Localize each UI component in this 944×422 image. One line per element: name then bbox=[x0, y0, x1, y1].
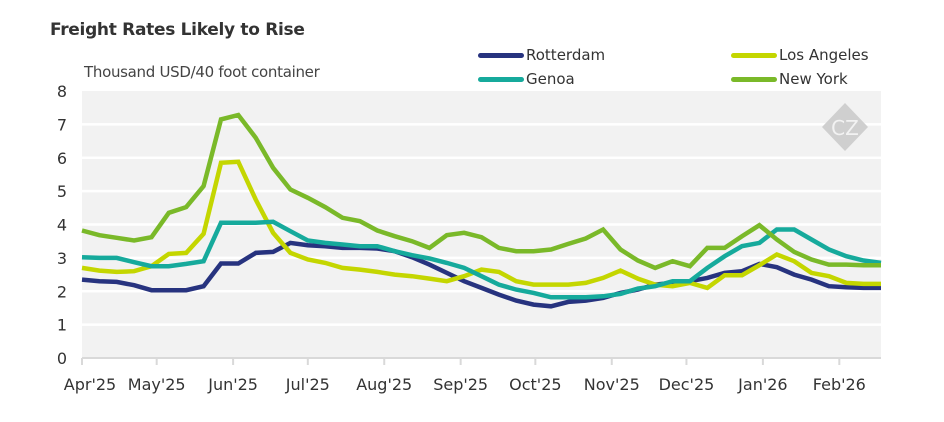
y-tick-label: 3 bbox=[57, 249, 67, 268]
legend-item-rotterdam: Rotterdam bbox=[478, 46, 605, 64]
x-tick-label: Sep'25 bbox=[433, 375, 488, 394]
x-tick-label: Nov'25 bbox=[584, 375, 640, 394]
watermark-text: CZ bbox=[831, 116, 859, 140]
y-tick-label: 7 bbox=[57, 115, 67, 134]
x-tick-label: Oct'25 bbox=[509, 375, 561, 394]
y-tick-label: 4 bbox=[57, 216, 67, 235]
series-line-los-angeles bbox=[81, 159, 881, 291]
y-axis-unit-label: Thousand USD/40 foot container bbox=[84, 63, 320, 81]
legend-label-new-york: New York bbox=[779, 70, 848, 88]
y-tick-label: 1 bbox=[57, 316, 67, 335]
series-line-rotterdam bbox=[81, 240, 881, 309]
chart-title: Freight Rates Likely to Rise bbox=[50, 20, 305, 40]
x-tick-label: Jan'26 bbox=[737, 375, 787, 394]
x-tick-label: May'25 bbox=[128, 375, 186, 394]
legend-item-new-york: New York bbox=[731, 70, 848, 88]
y-tick-label: 0 bbox=[57, 349, 67, 368]
y-tick-label: 2 bbox=[57, 282, 67, 301]
x-tick-label: Aug'25 bbox=[356, 375, 412, 394]
legend-swatch-los-angeles bbox=[731, 52, 777, 58]
legend-label-los-angeles: Los Angeles bbox=[779, 46, 869, 64]
legend-label-genoa: Genoa bbox=[526, 70, 575, 88]
legend-swatch-rotterdam bbox=[478, 52, 524, 58]
series-line-genoa bbox=[81, 219, 882, 300]
x-tick-label: Jun'25 bbox=[207, 375, 258, 394]
legend-item-genoa: Genoa bbox=[478, 70, 575, 88]
x-tick-label: Jul'25 bbox=[285, 375, 330, 394]
x-tick-label: Feb'26 bbox=[813, 375, 866, 394]
x-tick-label: Apr'25 bbox=[64, 375, 116, 394]
legend-swatch-new-york bbox=[731, 76, 777, 82]
x-tick-label: Dec'25 bbox=[659, 375, 715, 394]
y-tick-label: 5 bbox=[57, 182, 67, 201]
y-tick-label: 8 bbox=[57, 82, 67, 101]
legend-item-los-angeles: Los Angeles bbox=[731, 46, 869, 64]
series-line-new-york bbox=[81, 112, 881, 271]
legend-label-rotterdam: Rotterdam bbox=[526, 46, 606, 64]
legend-swatch-genoa bbox=[478, 76, 524, 82]
y-tick-label: 6 bbox=[57, 149, 67, 168]
cz-logo-watermark: CZ bbox=[822, 103, 868, 151]
